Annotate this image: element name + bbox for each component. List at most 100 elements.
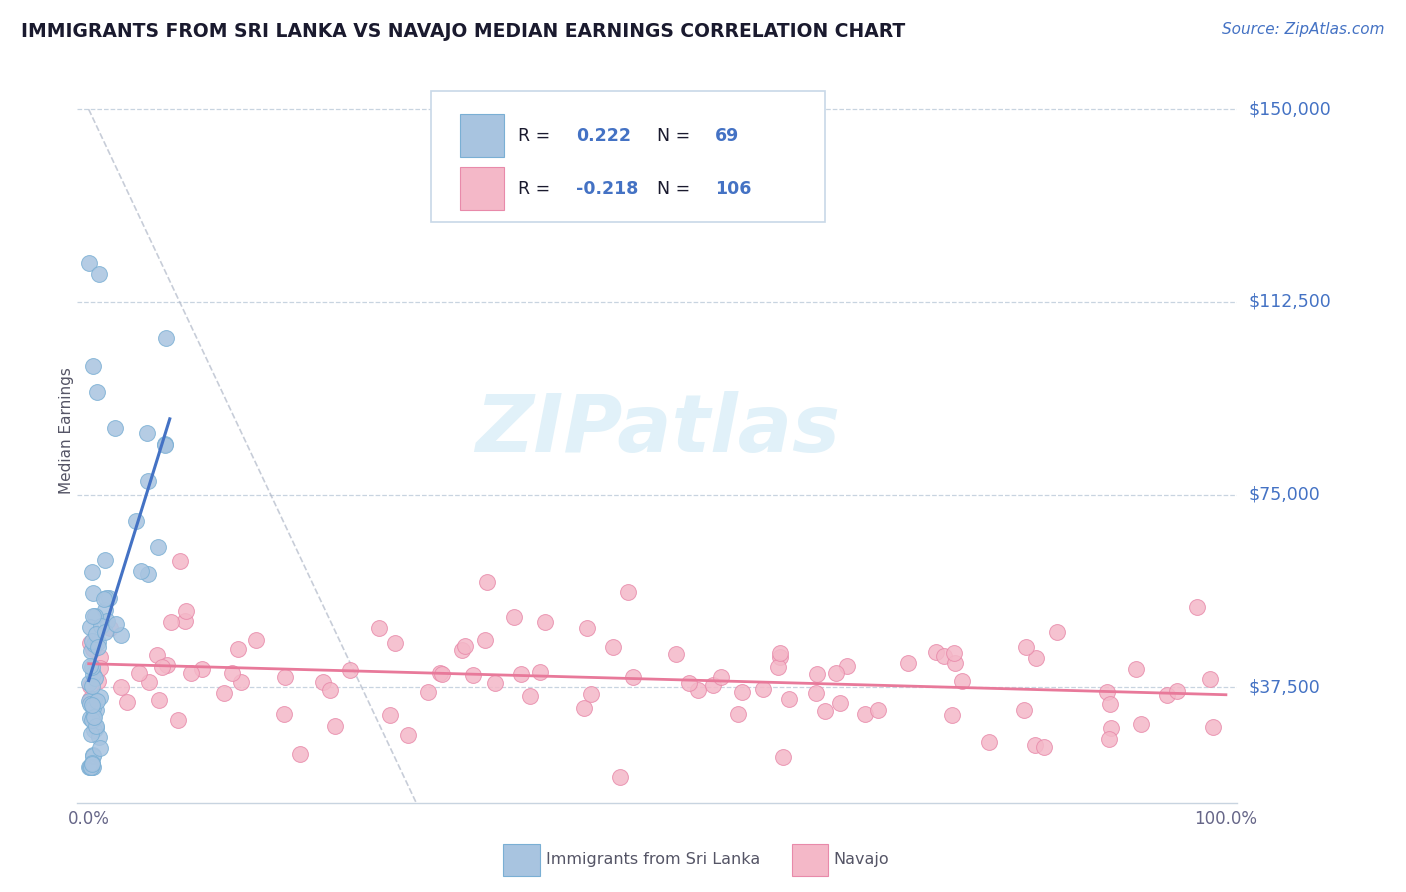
Point [82, 359, 104, 374]
Point [89, 661, 111, 675]
Point [110, 681, 132, 695]
Point [146, 540, 169, 554]
Point [174, 603, 197, 617]
Point [77, 676, 100, 690]
Point [138, 674, 160, 689]
Point [533, 615, 555, 629]
Point [180, 665, 202, 680]
Y-axis label: Median Earnings: Median Earnings [59, 367, 73, 494]
Point [98, 591, 121, 605]
Point [90, 619, 112, 633]
Point [98, 621, 121, 635]
Point [79, 619, 101, 633]
Point [89, 741, 111, 756]
Text: Navajo: Navajo [834, 853, 890, 867]
Point [368, 621, 391, 635]
Point [228, 642, 250, 657]
Point [82, 679, 104, 693]
Point [502, 610, 524, 624]
Point [384, 636, 406, 650]
Point [1015, 640, 1038, 654]
Point [484, 676, 506, 690]
Point [84, 719, 107, 733]
Point [83, 710, 105, 724]
Point [727, 707, 749, 722]
Point [87, 267, 110, 281]
Point [943, 646, 966, 660]
Point [166, 713, 188, 727]
Point [853, 706, 876, 721]
Point [868, 703, 890, 717]
Point [430, 667, 453, 681]
Point [79, 659, 101, 673]
Point [1099, 721, 1122, 735]
Point [1202, 721, 1225, 735]
Point [79, 710, 101, 724]
Point [87, 730, 110, 744]
Point [339, 663, 361, 677]
Point [806, 686, 828, 700]
Point [934, 649, 956, 664]
Text: $150,000: $150,000 [1249, 100, 1331, 119]
Point [835, 658, 858, 673]
Point [82, 713, 104, 727]
Text: 69: 69 [716, 127, 740, 145]
Point [609, 770, 631, 784]
Point [752, 682, 775, 697]
Point [129, 564, 152, 578]
Point [136, 567, 159, 582]
Point [602, 640, 624, 655]
Point [169, 554, 191, 568]
Point [519, 689, 541, 703]
FancyBboxPatch shape [432, 92, 825, 222]
Point [621, 670, 644, 684]
Point [79, 760, 101, 774]
Point [155, 437, 177, 451]
Point [80, 565, 103, 579]
Point [710, 670, 733, 684]
Point [82, 760, 104, 774]
Point [84, 609, 107, 624]
Point [82, 756, 104, 771]
Point [83, 637, 105, 651]
Point [778, 692, 800, 706]
Point [378, 708, 401, 723]
Point [950, 673, 973, 688]
Point [769, 650, 792, 665]
Text: N =: N = [658, 180, 696, 198]
Point [429, 665, 451, 680]
Point [1025, 651, 1047, 665]
Text: R =: R = [517, 127, 555, 145]
Point [579, 687, 602, 701]
Point [105, 617, 128, 632]
Point [128, 665, 150, 680]
Point [83, 692, 105, 706]
Point [1046, 625, 1069, 640]
Point [79, 679, 101, 693]
Point [115, 695, 138, 709]
Point [576, 622, 599, 636]
Point [212, 685, 235, 699]
Point [943, 656, 966, 670]
Point [80, 760, 103, 774]
Point [509, 667, 531, 681]
Point [1012, 703, 1035, 717]
Point [82, 608, 104, 623]
Point [80, 634, 103, 648]
Point [80, 756, 103, 770]
Point [616, 585, 638, 599]
Text: R =: R = [517, 180, 555, 198]
Point [94, 624, 117, 639]
Point [814, 704, 837, 718]
Point [87, 635, 110, 649]
Point [665, 647, 688, 661]
Point [82, 642, 104, 657]
Point [1125, 662, 1147, 676]
Point [77, 760, 100, 774]
Point [828, 696, 851, 710]
Point [86, 694, 108, 708]
Point [77, 694, 100, 708]
Point [1185, 600, 1208, 615]
Point [153, 438, 176, 452]
Point [84, 703, 107, 717]
